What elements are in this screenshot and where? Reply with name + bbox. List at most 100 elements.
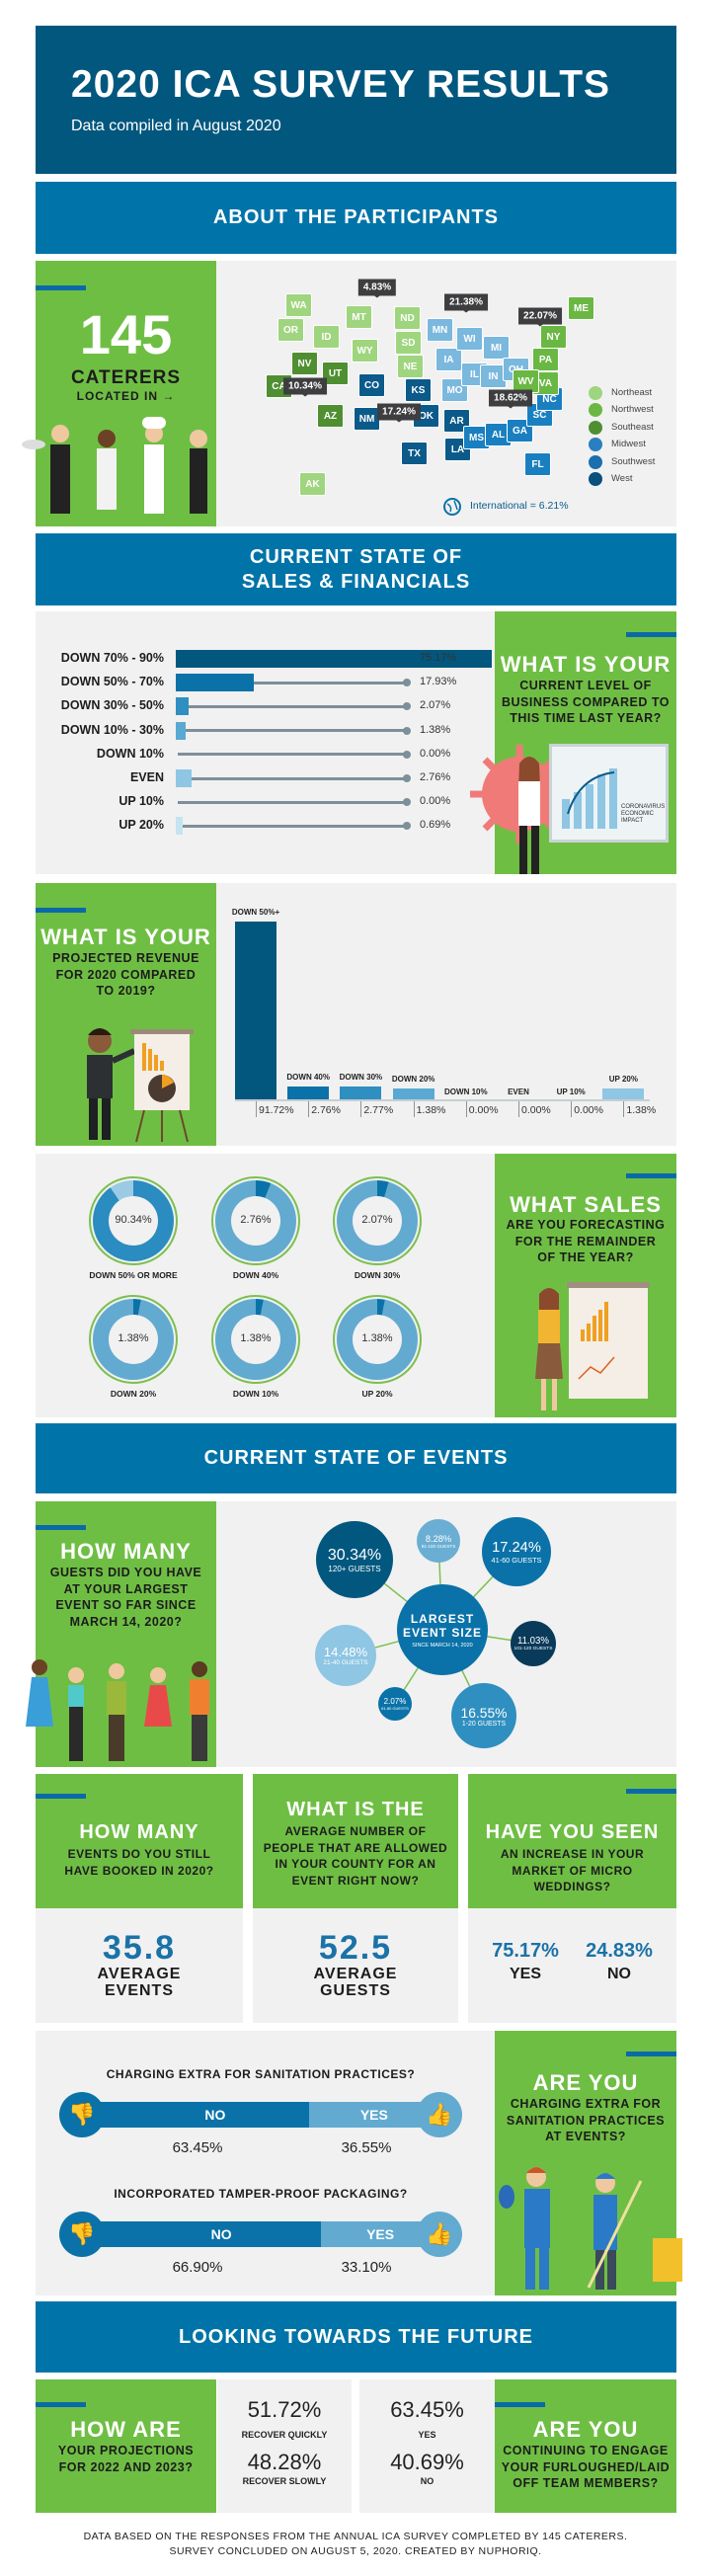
bar-category-label: EVEN [129, 770, 164, 784]
bar-value-label: 2.76% [311, 1104, 341, 1116]
revenue-question-card: WHAT IS YOUR PROJECTED REVENUE FOR 2020 C… [36, 883, 216, 1146]
stat-unit-label: AVERAGE [313, 1966, 398, 1982]
event-size-bubble: 8.28% 81-100 GUESTS [417, 1519, 460, 1563]
question-line: MARCH 14, 2020? [69, 1614, 183, 1629]
yes-label: YES [359, 2107, 388, 2123]
bar-value-label: 0.69% [420, 819, 451, 832]
no-value: 24.83% [586, 1940, 653, 1962]
bar-track [178, 681, 407, 684]
event-size-bubble: 14.48% 21-40 GUESTS [315, 1625, 376, 1686]
bar-track-end-dot [403, 679, 411, 687]
page-title: 2020 ICA SURVEY RESULTS [71, 63, 611, 106]
stat-value: 40.69% [390, 2450, 464, 2474]
question-line: BUSINESS COMPARED TO [502, 694, 670, 709]
stat-label: RECOVER QUICKLY [241, 2430, 328, 2440]
page-subtitle: Data compiled in August 2020 [71, 118, 281, 134]
question-text: AVERAGE NUMBER OF PEOPLE THAT ARE ALLOWED… [253, 1823, 458, 1889]
question-line: OF THE YEAR? [537, 1250, 634, 1264]
bar-category-label: DOWN 30% [339, 1072, 383, 1082]
donut-value-label: 2.07% [361, 1214, 393, 1226]
question-line: CHARGING EXTRA FOR [510, 2097, 662, 2111]
donut-category-label: DOWN 10% [232, 1389, 279, 1399]
bar-track-end-dot [403, 798, 411, 807]
question-line: AVERAGE NUMBER OF [284, 1824, 427, 1838]
donut-category-label: DOWN 50% OR MORE [89, 1270, 178, 1280]
bubble-value: 14.48% [323, 1645, 368, 1659]
projections-stats: 51.72% RECOVER QUICKLY 48.28% RECOVER SL… [217, 2379, 352, 2513]
bar [602, 1088, 645, 1099]
bar-track [178, 800, 407, 804]
question-line: EVENTS DO YOU STILL [67, 1847, 211, 1861]
legend-label: Southwest [611, 455, 656, 467]
bar [176, 674, 255, 692]
question-line: HAVE BOOKED IN 2020? [64, 1863, 214, 1878]
projections-question-card: HOW ARE YOUR PROJECTIONS FOR 2022 AND 202… [36, 2379, 216, 2513]
event-size-bubble: 30.34% 120+ GUESTS [316, 1521, 393, 1598]
declining-bars-icon [562, 768, 617, 829]
bar-category-label: DOWN 10% [444, 1087, 488, 1096]
question-title: HOW MANY [79, 1821, 199, 1843]
caption-line: ECONOMIC [621, 811, 654, 817]
stat-value: 48.28% [247, 2450, 322, 2474]
center-title-line: EVENT SIZE [402, 1625, 482, 1640]
band-title: LOOKING TOWARDS THE FUTURE [179, 2325, 533, 2348]
donut-hole [231, 1196, 280, 1246]
band-title: ABOUT THE PARTICIPANTS [212, 206, 500, 228]
stat-unit-label: EVENTS [104, 1982, 174, 1999]
bar-track-end-dot [403, 822, 411, 831]
footer-note: DATA BASED ON THE RESPONSES FROM THE ANN… [0, 2530, 711, 2559]
question-title: ARE YOU [532, 2417, 639, 2442]
bar-category-label: DOWN 40% [286, 1072, 330, 1082]
question-text: PROJECTED REVENUE FOR 2020 COMPARED TO 201… [36, 950, 216, 1000]
stat-card: WHAT IS THE AVERAGE NUMBER OF PEOPLE THAT … [253, 1774, 458, 2023]
poll-question: INCORPORATED TAMPER-PROOF PACKAGING? [114, 2187, 408, 2201]
question-title: ARE YOU [532, 2070, 639, 2095]
bar-category-label: DOWN 70% - 90% [60, 651, 164, 665]
legend-label: Southeast [611, 421, 654, 433]
question-line: OFF TEAM MEMBERS? [513, 2476, 659, 2490]
question-line: THIS TIME LAST YEAR? [510, 711, 662, 725]
bar-value-label: 2.77% [363, 1104, 394, 1116]
question-line: AN INCREASE IN YOUR [500, 1847, 645, 1861]
footer-line: DATA BASED ON THE RESPONSES FROM THE ANN… [83, 2531, 628, 2542]
bar [235, 921, 276, 1099]
question-line: SANITATION PRACTICES [506, 2113, 666, 2128]
question-line: AT YOUR LARGEST [63, 1581, 189, 1596]
question-line: EVENT RIGHT NOW? [291, 1873, 420, 1888]
stat-card-question: HAVE YOU SEEN AN INCREASE IN YOUR MARKET O… [468, 1774, 676, 1908]
title-header: 2020 ICA SURVEY RESULTS Data compiled in… [36, 26, 676, 174]
stat-value: 51.72% [247, 2397, 322, 2422]
bar-value-label: 2.07% [420, 699, 451, 712]
stat-unit-label: GUESTS [320, 1982, 391, 1999]
question-title: HAVE YOU SEEN [485, 1821, 660, 1843]
tick [256, 1101, 257, 1117]
question-line: FOR 2020 COMPARED [55, 967, 197, 982]
bar-track-end-dot [403, 702, 411, 711]
question-line: PROJECTED REVENUE [52, 951, 199, 965]
question-line: ARE YOU FORECASTING [506, 1218, 666, 1232]
bar-value-label: 0.00% [521, 1104, 551, 1116]
bar-track [178, 776, 407, 780]
no-bar [82, 2221, 322, 2247]
globe-icon [443, 498, 461, 516]
question-text: CONTINUING TO ENGAGE YOUR FURLOUGHED/LAID… [495, 2443, 676, 2492]
bar-value-label: 1.38% [626, 1104, 657, 1116]
bar-track [178, 729, 407, 733]
no-bar [82, 2102, 309, 2128]
accent-bar [36, 1525, 86, 1530]
accent-bar [626, 1173, 676, 1178]
presenter-illustration [518, 757, 540, 874]
center-bubble: LARGEST EVENT SIZE SINCE MARCH 14, 2020 [397, 1584, 488, 1675]
tick [360, 1101, 362, 1117]
donut-category-label: DOWN 20% [110, 1389, 157, 1399]
accent-bar [626, 2052, 676, 2056]
donut-value-label: 2.76% [240, 1214, 272, 1226]
donut-category-label: UP 20% [361, 1389, 393, 1399]
accent-bar [495, 2402, 545, 2407]
legend-dot [589, 438, 602, 452]
question-line: EVENT SO FAR SINCE [55, 1598, 197, 1612]
stat-unit-label: AVERAGE [97, 1966, 182, 1982]
bar [176, 650, 492, 668]
bar-track [178, 824, 407, 828]
question-title: WHAT IS THE [286, 1799, 425, 1820]
